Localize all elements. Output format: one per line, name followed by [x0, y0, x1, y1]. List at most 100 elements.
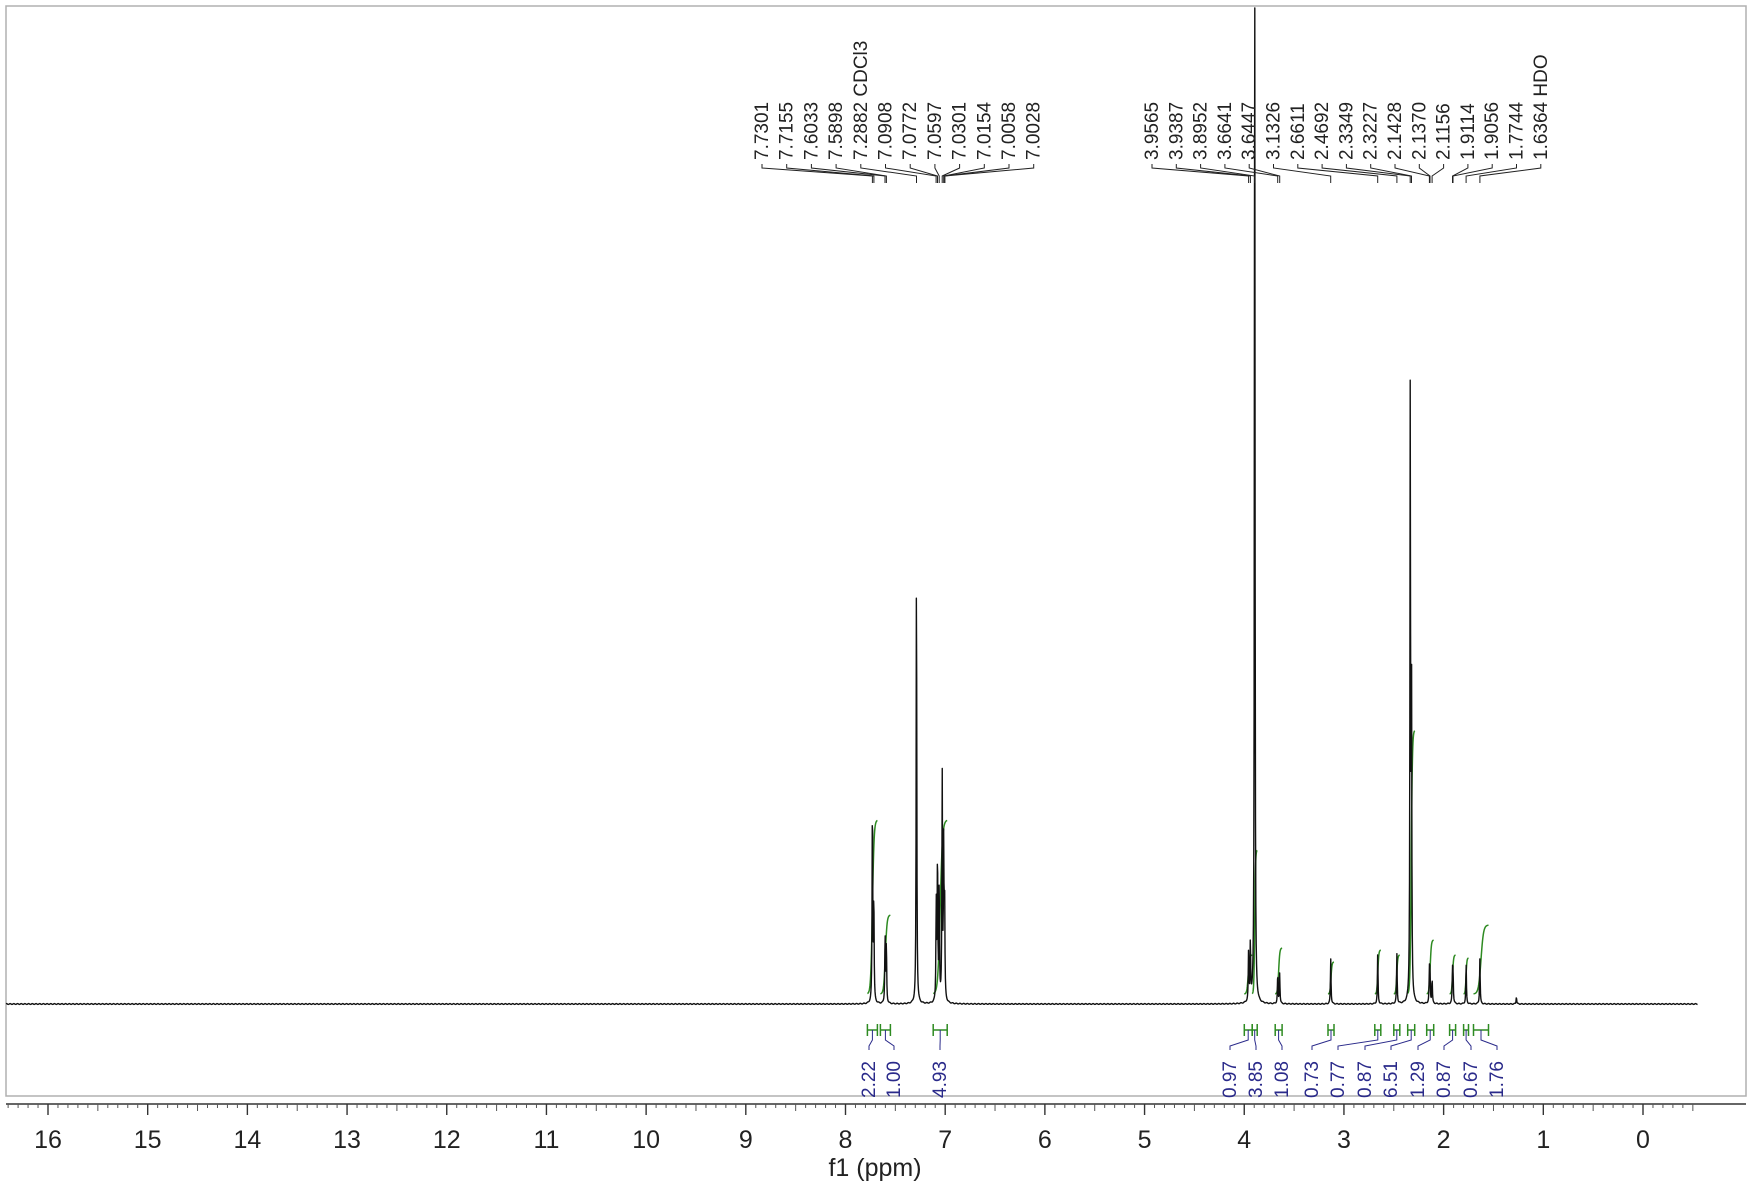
peak-label: 2.4692: [1312, 102, 1333, 160]
peak-label: 1.9056: [1482, 102, 1503, 160]
peak-label: 7.0908: [876, 102, 897, 160]
peak-label: 3.6641: [1215, 102, 1236, 160]
integral-value: 0.67: [1461, 1061, 1482, 1098]
peak-leader-line: [810, 164, 886, 183]
x-tick-label: 9: [739, 1126, 753, 1154]
integral-value: 4.93: [930, 1061, 951, 1098]
integral-leader-line: [1443, 1030, 1454, 1050]
peak-leader-line: [885, 164, 937, 183]
peak-label: 7.0154: [974, 101, 995, 160]
peak-label: 7.5898: [826, 102, 847, 160]
integral-curve: [1407, 730, 1416, 994]
integral-leader-line: [1311, 1030, 1332, 1050]
peak-leader-line: [1224, 164, 1279, 183]
peak-label: 3.9387: [1166, 102, 1187, 160]
x-tick-label: 2: [1437, 1126, 1451, 1154]
peak-pick-labels: 7.7301 7.7155 7.6033 7.5898 7.2882 CDCl3 7.09…: [752, 41, 1552, 183]
integral-value: 1.00: [884, 1061, 905, 1098]
integral-value: 1.76: [1487, 1061, 1508, 1098]
x-tick-label: 15: [134, 1126, 162, 1154]
peak-label: 1.7744: [1507, 101, 1528, 160]
integral-value: 0.73: [1302, 1061, 1323, 1098]
x-tick-label: 6: [1038, 1126, 1052, 1154]
peak-label: 1.9114: [1458, 103, 1479, 160]
peak-leader-line: [1418, 164, 1431, 183]
integral-leader-line: [1254, 1030, 1257, 1050]
integral-value: 1.29: [1408, 1061, 1429, 1098]
x-tick-label: 1: [1536, 1126, 1550, 1154]
peak-label: 7.2882 CDCl3: [851, 41, 872, 160]
integral-value: 1.08: [1272, 1061, 1293, 1098]
spectrum-trace: [5, 7, 1698, 1006]
x-tick-label: 5: [1138, 1126, 1152, 1154]
x-axis-label: f1 (ppm): [828, 1154, 921, 1182]
integral-leader-line: [884, 1030, 895, 1050]
integral-curve: [1473, 924, 1489, 995]
peak-leader-line: [1452, 164, 1493, 183]
peak-leader-line: [860, 164, 917, 183]
peak-label: 2.1156: [1434, 103, 1455, 160]
peak-leader-line: [909, 164, 938, 183]
x-tick-label: 16: [34, 1126, 62, 1154]
integral-leader-line: [1364, 1030, 1398, 1050]
x-tick-label: 10: [632, 1126, 660, 1154]
peak-leader-line: [1431, 164, 1445, 183]
integral-curves: [867, 730, 1489, 995]
peak-leader-line: [1200, 164, 1256, 183]
peak-label: 2.3349: [1336, 102, 1357, 160]
x-tick-label: 14: [233, 1126, 261, 1154]
peak-leader-line: [1394, 164, 1430, 183]
integral-leader-line: [868, 1030, 873, 1050]
integral-value: 0.77: [1328, 1061, 1349, 1098]
x-tick-label: 3: [1337, 1126, 1351, 1154]
x-tick-label: 4: [1237, 1126, 1251, 1154]
peak-label: 7.6033: [801, 102, 822, 160]
peak-leader-line: [943, 164, 985, 183]
peak-label: 3.6447: [1239, 102, 1260, 160]
peak-leader-line: [761, 164, 873, 183]
integral-value: 0.87: [1434, 1061, 1455, 1098]
integral-value: 6.51: [1381, 1061, 1402, 1098]
peak-leader-line: [1151, 164, 1250, 183]
peak-label: 7.0058: [999, 102, 1020, 160]
peak-leader-line: [1297, 164, 1379, 183]
peak-leader-line: [1479, 164, 1542, 183]
peak-leader-line: [1345, 164, 1411, 183]
integral-brackets: 2.22 1.00 4.93 0.97 3.85 1.08 0.73 0.77 0.87 6.51…: [859, 1024, 1508, 1098]
peak-leader-line: [1321, 164, 1398, 183]
peak-label: 2.1428: [1385, 102, 1406, 160]
peak-label: 3.8952: [1191, 102, 1212, 160]
integral-leader-line: [1390, 1030, 1412, 1050]
peak-label: 7.7301: [752, 102, 773, 160]
peak-label: 3.9565: [1142, 102, 1163, 160]
integral-curve: [1274, 947, 1283, 995]
integral-value: 2.22: [859, 1061, 880, 1098]
x-tick-label: 8: [839, 1126, 853, 1154]
integral-value: 3.85: [1246, 1061, 1267, 1098]
x-tick-label: 11: [533, 1126, 559, 1154]
peak-label: 2.6611: [1288, 103, 1309, 160]
peak-leader-line: [1273, 164, 1332, 183]
peak-label: 7.7155: [777, 102, 798, 160]
integral-value: 0.97: [1220, 1061, 1241, 1098]
integral-leader-line: [1465, 1030, 1472, 1050]
x-tick-label: 7: [938, 1126, 952, 1154]
integral-leader-line: [1417, 1030, 1431, 1050]
peak-leader-line: [1248, 164, 1281, 183]
peak-label: 2.1370: [1409, 102, 1430, 160]
x-axis-ticks: 16 15 14 13 12 11 10 9 8 7 6 5 4 3 2 1 0: [7, 1104, 1694, 1154]
peak-label: 3.1326: [1264, 102, 1285, 160]
x-tick-label: 0: [1636, 1126, 1650, 1154]
peak-leader-line: [934, 164, 940, 183]
plot-frame: [5, 5, 1747, 1097]
integral-curve: [1251, 849, 1258, 995]
peak-leader-line: [941, 164, 961, 183]
peak-leader-line: [944, 164, 1035, 183]
peak-leader-line: [1370, 164, 1412, 183]
peak-label: 7.0301: [950, 102, 971, 160]
peak-leader-line: [835, 164, 887, 183]
peak-label: 7.0597: [925, 102, 946, 160]
integral-value: 0.87: [1355, 1061, 1376, 1098]
x-tick-label: 13: [333, 1126, 361, 1154]
